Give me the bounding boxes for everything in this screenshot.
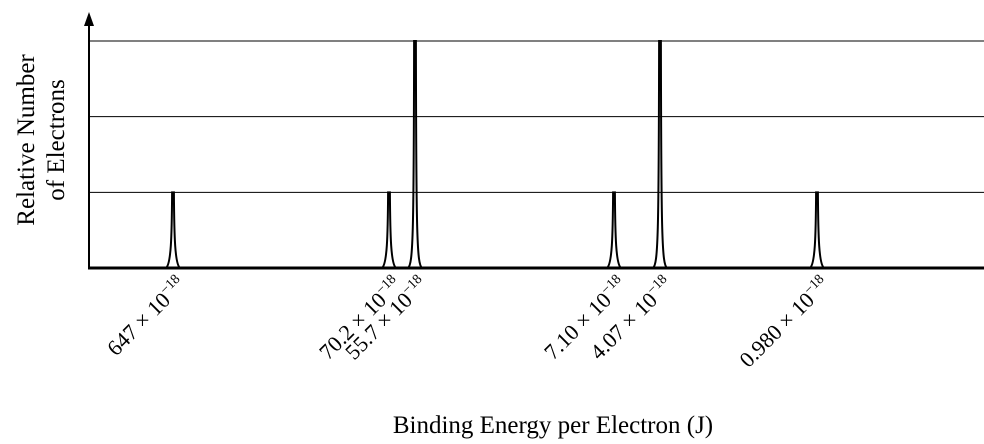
peak-2 (381, 191, 397, 269)
peak-6 (809, 191, 825, 269)
y-axis-title-line2: of Electrons (43, 79, 70, 200)
y-axis-title-line1: Relative Number (13, 54, 40, 226)
peak-1 (165, 191, 181, 269)
peak-5 (652, 40, 668, 269)
x-axis-title: Binding Energy per Electron (J) (393, 412, 713, 439)
tick-label-6: 0.980 × 10−18 (734, 272, 834, 372)
tick-label-1: 647 × 10−18 (102, 272, 191, 361)
peaks-group (165, 40, 825, 269)
gridlines (89, 40, 984, 193)
y-axis-arrow (84, 12, 94, 26)
peak-3 (407, 40, 423, 269)
peak-4 (606, 191, 622, 269)
